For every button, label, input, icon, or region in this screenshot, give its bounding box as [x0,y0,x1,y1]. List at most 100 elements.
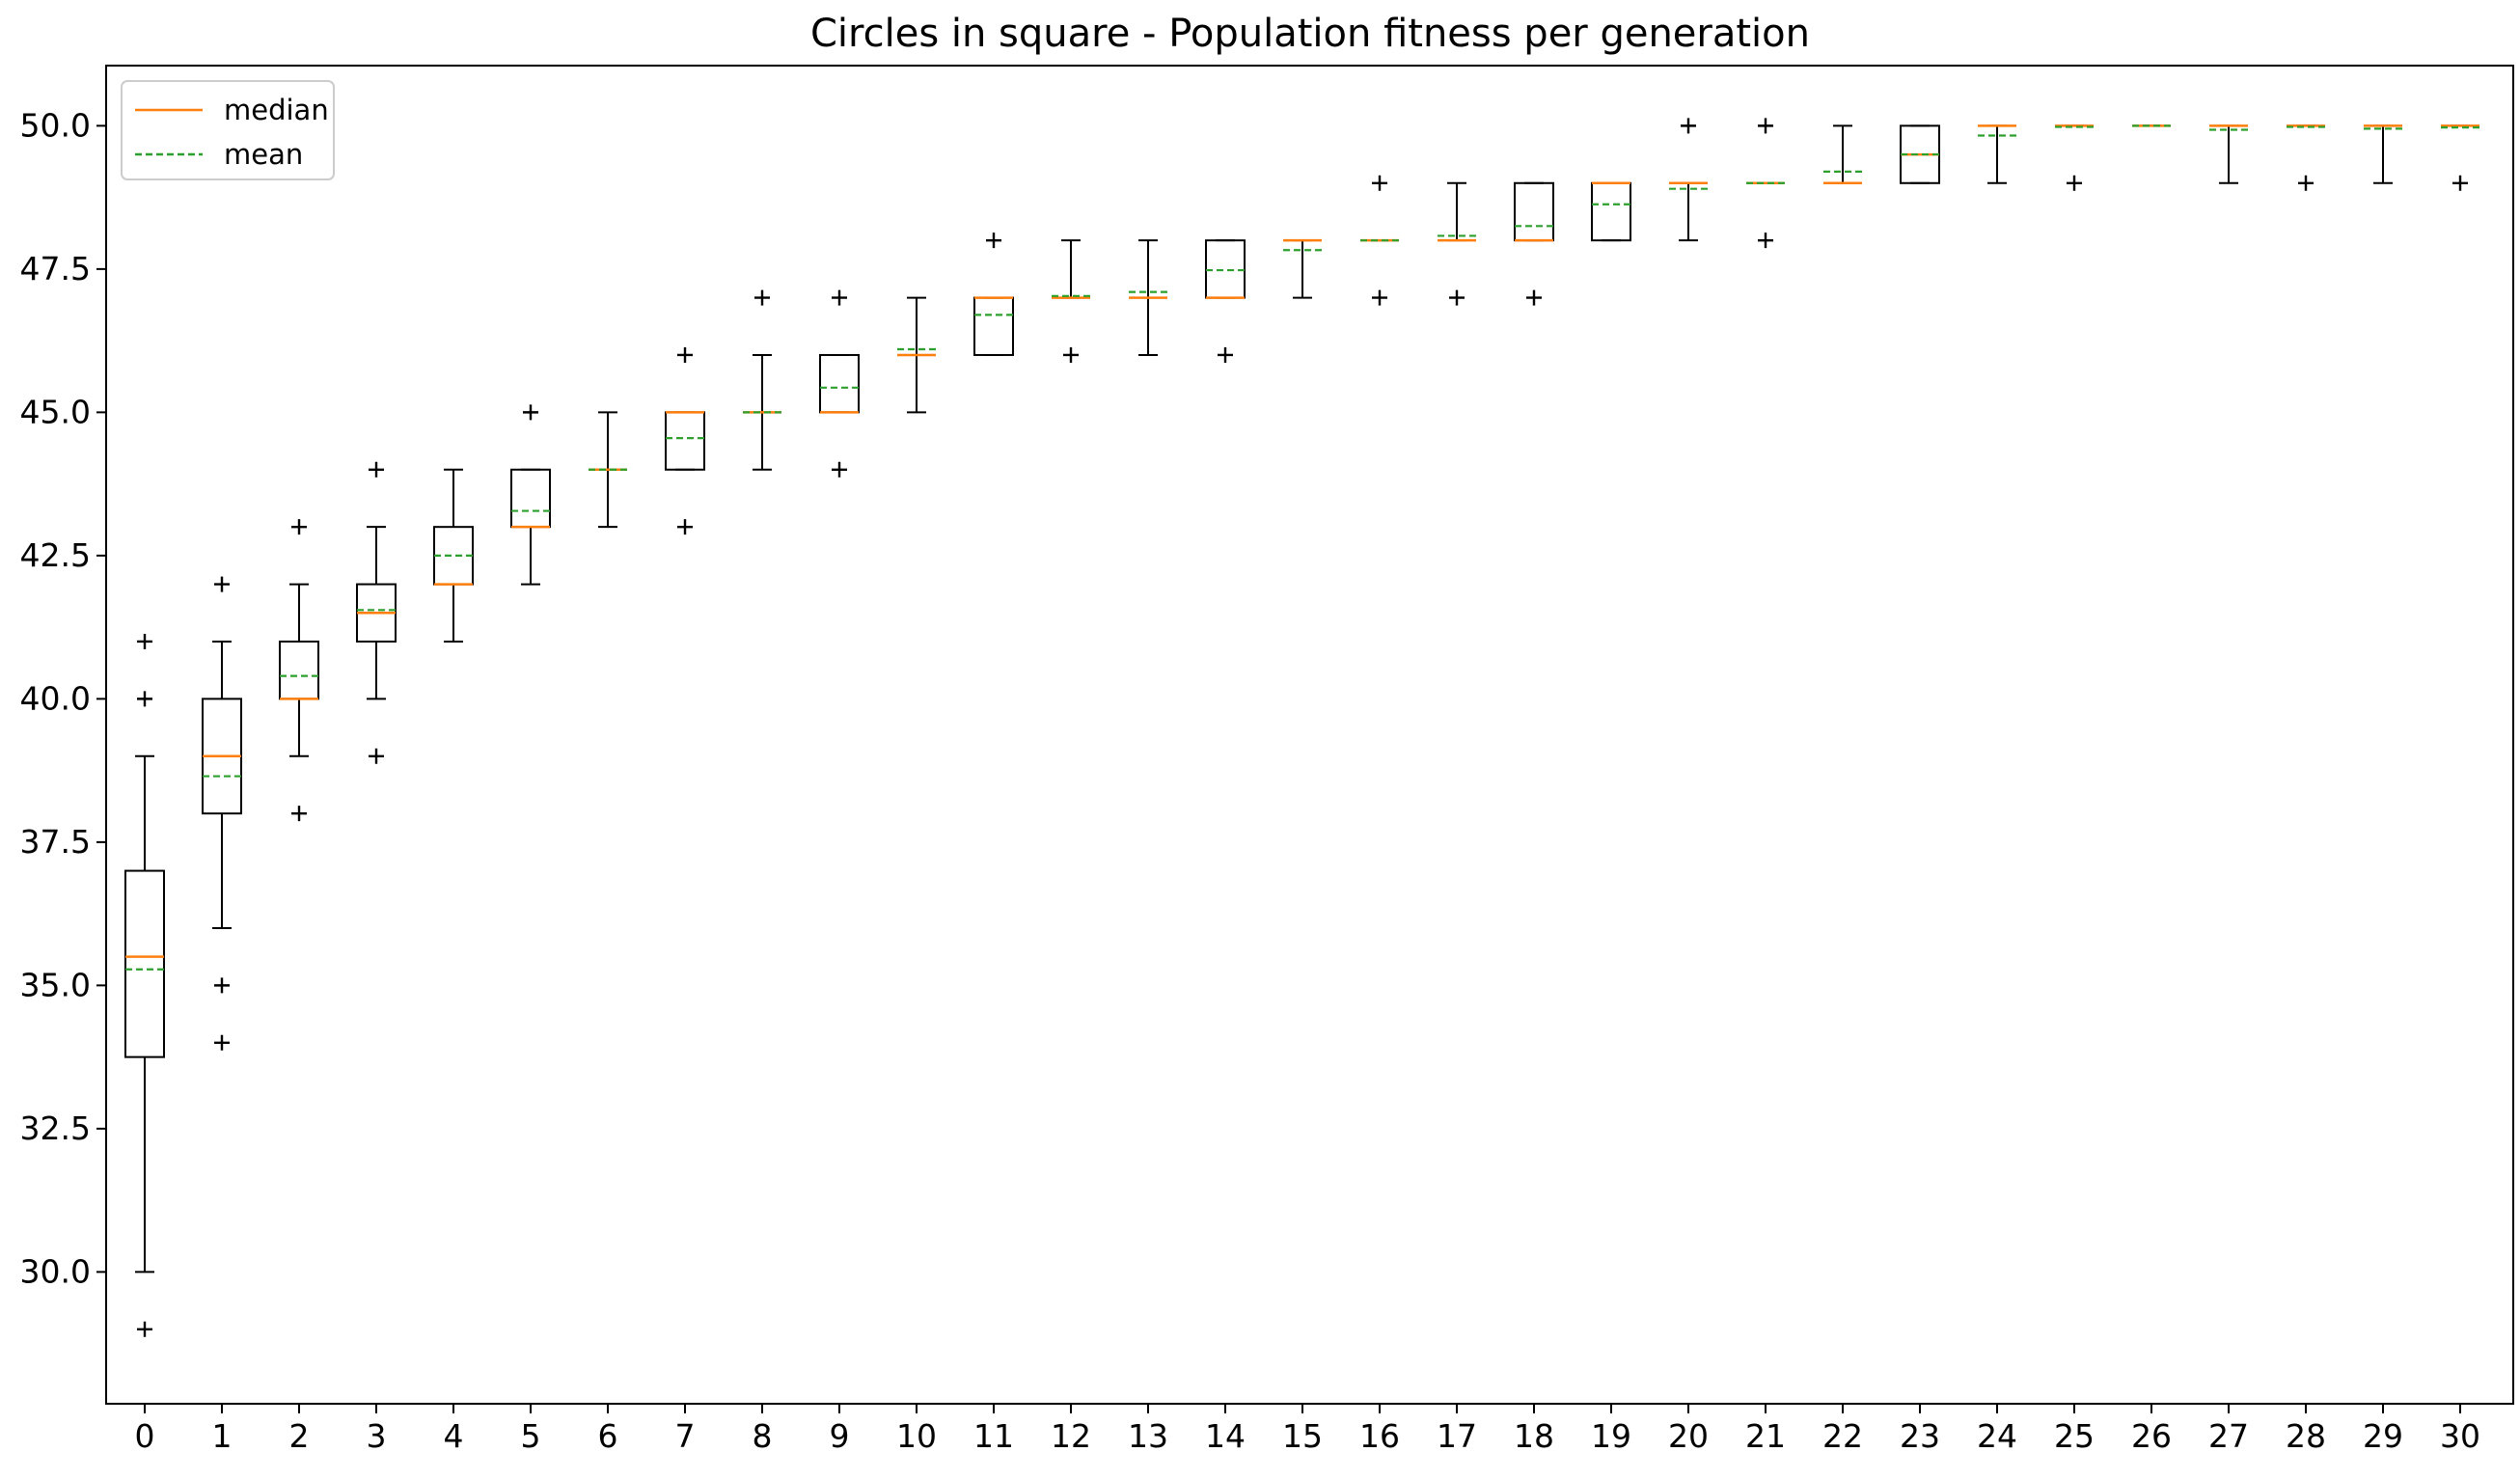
outlier-point [523,404,538,421]
box-gen-7 [665,346,705,535]
iqr-box [279,640,319,700]
y-tick-label: 50.0 [20,106,91,144]
legend: median mean [121,80,335,180]
x-tick-label: 3 [367,1417,387,1455]
box-gen-24 [1978,124,2016,184]
outlier-point [1372,289,1387,306]
outlier-point [137,633,152,649]
outlier-point [369,461,384,478]
x-tick-label: 4 [444,1417,464,1455]
y-tick-label: 47.5 [20,250,91,288]
x-tick-label: 8 [753,1417,773,1455]
outlier-point [137,691,152,707]
x-tick-label: 19 [1591,1417,1631,1455]
box-gen-16 [1360,175,1399,306]
y-tick-label: 37.5 [20,823,91,861]
box-gen-13 [1129,239,1167,356]
box-gen-12 [1052,239,1090,363]
x-tick-label: 29 [2363,1417,2403,1455]
box-gen-8 [743,289,781,471]
outlier-point [754,289,770,306]
outlier-point [369,748,384,764]
outlier-point [291,806,307,822]
x-tick-label: 22 [1822,1417,1863,1455]
x-tick-label: 18 [1514,1417,1554,1455]
outlier-point [832,461,847,478]
legend-box [121,80,335,180]
outlier-point [832,289,847,306]
box-gen-28 [2287,124,2325,191]
x-tick-label: 23 [1900,1417,1940,1455]
box-gen-29 [2364,124,2402,184]
axes: 30.032.535.037.540.042.545.047.550.00 1 2 3… [20,106,2480,1455]
x-tick-label: 5 [521,1417,541,1455]
outlier-point [137,1321,152,1337]
x-tick-label: 20 [1668,1417,1709,1455]
outlier-point [1063,346,1079,363]
x-tick-label: 13 [1128,1417,1168,1455]
box-gen-14 [1205,239,1246,363]
plot-frame [105,65,2514,1405]
box-gen-20 [1669,118,1708,242]
plot-area [124,118,2479,1337]
box-gen-23 [1900,124,1940,184]
box-gen-18 [1514,181,1554,306]
x-tick-label: 24 [1977,1417,2017,1455]
y-tick-label: 32.5 [20,1109,91,1147]
outlier-point [291,519,307,535]
box-gen-5 [510,404,551,586]
outlier-point [214,977,230,994]
outlier-point [214,1034,230,1051]
box-gen-21 [1746,118,1785,249]
outlier-point [677,346,693,363]
iqr-box [1514,181,1554,242]
box-gen-15 [1283,238,1322,299]
iqr-box [124,869,165,1058]
box-gen-30 [2441,124,2479,191]
box-gen-27 [2209,124,2248,184]
box-gen-25 [2055,124,2094,191]
iqr-box [665,411,705,471]
y-tick-label: 40.0 [20,679,91,717]
y-tick-label: 45.0 [20,393,91,430]
outlier-point [1372,175,1387,191]
box-gen-6 [589,411,627,529]
x-tick-label: 6 [598,1417,618,1455]
outlier-point [214,576,230,592]
outlier-point [2298,175,2314,191]
box-gen-3 [356,461,397,764]
x-tick-label: 14 [1205,1417,1246,1455]
x-tick-label: 12 [1051,1417,1091,1455]
box-gen-11 [973,233,1014,356]
x-tick-label: 28 [2286,1417,2326,1455]
y-tick-label: 30.0 [20,1252,91,1290]
outlier-point [2067,175,2082,191]
box-gen-9 [819,289,860,478]
x-tick-label: 15 [1282,1417,1323,1455]
outlier-point [1218,346,1233,363]
outlier-point [1758,233,1773,249]
outlier-point [677,519,693,535]
outlier-point [1758,118,1773,134]
iqr-box [819,353,860,414]
x-tick-label: 10 [896,1417,937,1455]
x-tick-label: 0 [135,1417,155,1455]
x-tick-label: 7 [675,1417,696,1455]
outlier-point [1526,289,1542,306]
x-tick-label: 9 [830,1417,850,1455]
x-tick-label: 11 [973,1417,1014,1455]
y-tick-label: 42.5 [20,536,91,574]
legend-label-median: median [224,94,329,126]
x-tick-label: 26 [2131,1417,2172,1455]
x-tick-label: 2 [289,1417,310,1455]
outlier-point [1449,289,1465,306]
legend-label-mean: mean [224,138,303,171]
outlier-point [1681,118,1696,134]
x-tick-label: 16 [1359,1417,1400,1455]
box-gen-0 [124,633,165,1337]
outlier-point [2452,175,2468,191]
x-tick-label: 30 [2440,1417,2480,1455]
iqr-box [1205,239,1246,299]
